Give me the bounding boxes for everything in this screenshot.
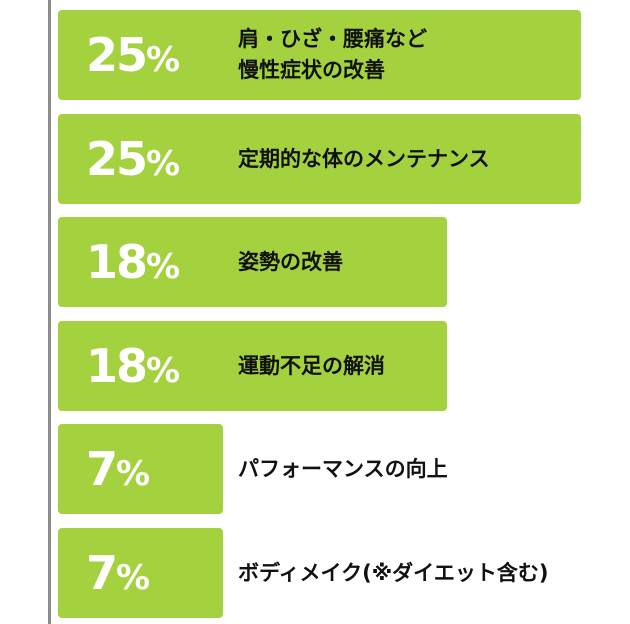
bar-value-number: 7 <box>86 442 116 496</box>
category-label: 肩・ひざ・腰痛など 慢性症状の改善 <box>238 10 427 100</box>
bar-value-number: 18 <box>86 339 146 393</box>
bar-value-label: 7% <box>86 528 150 618</box>
category-label: 定期的な体のメンテナンス <box>238 114 490 204</box>
category-label: ボディメイク(※ダイエット含む) <box>238 528 549 618</box>
bar-value-unit: % <box>146 247 180 287</box>
bar-value-label: 25% <box>86 10 180 100</box>
bar-value-unit: % <box>146 144 180 184</box>
bar-value-label: 18% <box>86 217 180 307</box>
bar-value-unit: % <box>146 40 180 80</box>
category-label: 運動不足の解消 <box>238 321 385 411</box>
bar-value-unit: % <box>116 558 150 598</box>
bar-value-label: 25% <box>86 114 180 204</box>
bar-value-label: 18% <box>86 321 180 411</box>
bar-value-unit: % <box>116 454 150 494</box>
category-label: パフォーマンスの向上 <box>238 424 448 514</box>
bar-value-number: 18 <box>86 235 146 289</box>
bar-value-number: 25 <box>86 28 146 82</box>
category-label: 姿勢の改善 <box>238 217 343 307</box>
bar-value-number: 7 <box>86 546 116 600</box>
bar-value-number: 25 <box>86 132 146 186</box>
bar-value-unit: % <box>146 351 180 391</box>
bar-value-label: 7% <box>86 424 150 514</box>
